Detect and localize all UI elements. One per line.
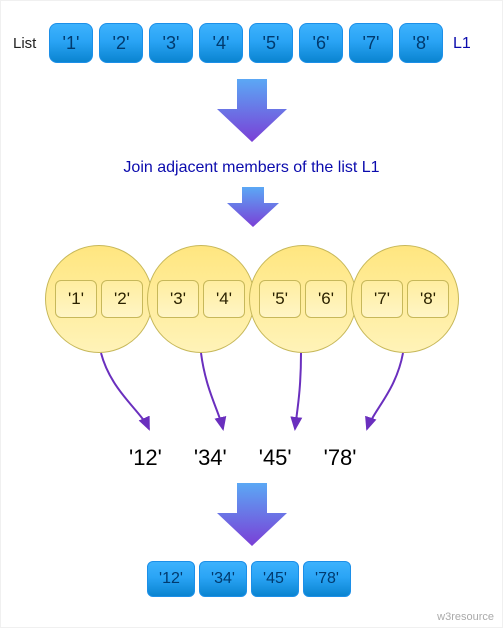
l1-label: L1: [453, 35, 471, 53]
diagram-container: List '1' '2' '3' '4' '5' '6' '7' '8' L1 …: [1, 1, 502, 627]
result-text: '78': [324, 445, 357, 471]
curve-arrows: [1, 351, 503, 446]
list-item: '78': [303, 561, 351, 597]
pair-item: '7': [361, 280, 403, 318]
list-item: '6': [299, 23, 343, 63]
top-list: '1' '2' '3' '4' '5' '6' '7' '8': [49, 23, 443, 63]
pair-item: '3': [157, 280, 199, 318]
list-item: '34': [199, 561, 247, 597]
pair-item: '2': [101, 280, 143, 318]
result-text: '12': [129, 445, 162, 471]
list-item: '45': [251, 561, 299, 597]
result-text: '34': [194, 445, 227, 471]
down-arrow-small-icon: [227, 187, 279, 229]
group-circle: '1' '2': [45, 245, 153, 353]
group-circle: '5' '6': [249, 245, 357, 353]
pair-item: '5': [259, 280, 301, 318]
group-circle: '3' '4': [147, 245, 255, 353]
list-item: '7': [349, 23, 393, 63]
result-text-row: '12' '34' '45' '78': [129, 445, 357, 471]
group-circle: '7' '8': [351, 245, 459, 353]
bottom-list: '12' '34' '45' '78': [147, 561, 351, 597]
list-item: '2': [99, 23, 143, 63]
credit-text: w3resource: [437, 611, 494, 623]
pair-item: '1': [55, 280, 97, 318]
pair-item: '4': [203, 280, 245, 318]
down-arrow-icon: [217, 79, 287, 145]
list-item: '1': [49, 23, 93, 63]
list-label: List: [13, 35, 36, 52]
pair-item: '6': [305, 280, 347, 318]
list-item: '12': [147, 561, 195, 597]
list-item: '4': [199, 23, 243, 63]
list-item: '3': [149, 23, 193, 63]
list-item: '5': [249, 23, 293, 63]
down-arrow-icon: [217, 483, 287, 549]
pair-item: '8': [407, 280, 449, 318]
list-item: '8': [399, 23, 443, 63]
group-row: '1' '2' '3' '4' '5' '6' '7' '8': [45, 245, 459, 353]
result-text: '45': [259, 445, 292, 471]
caption-text: Join adjacent members of the list L1: [1, 159, 502, 177]
